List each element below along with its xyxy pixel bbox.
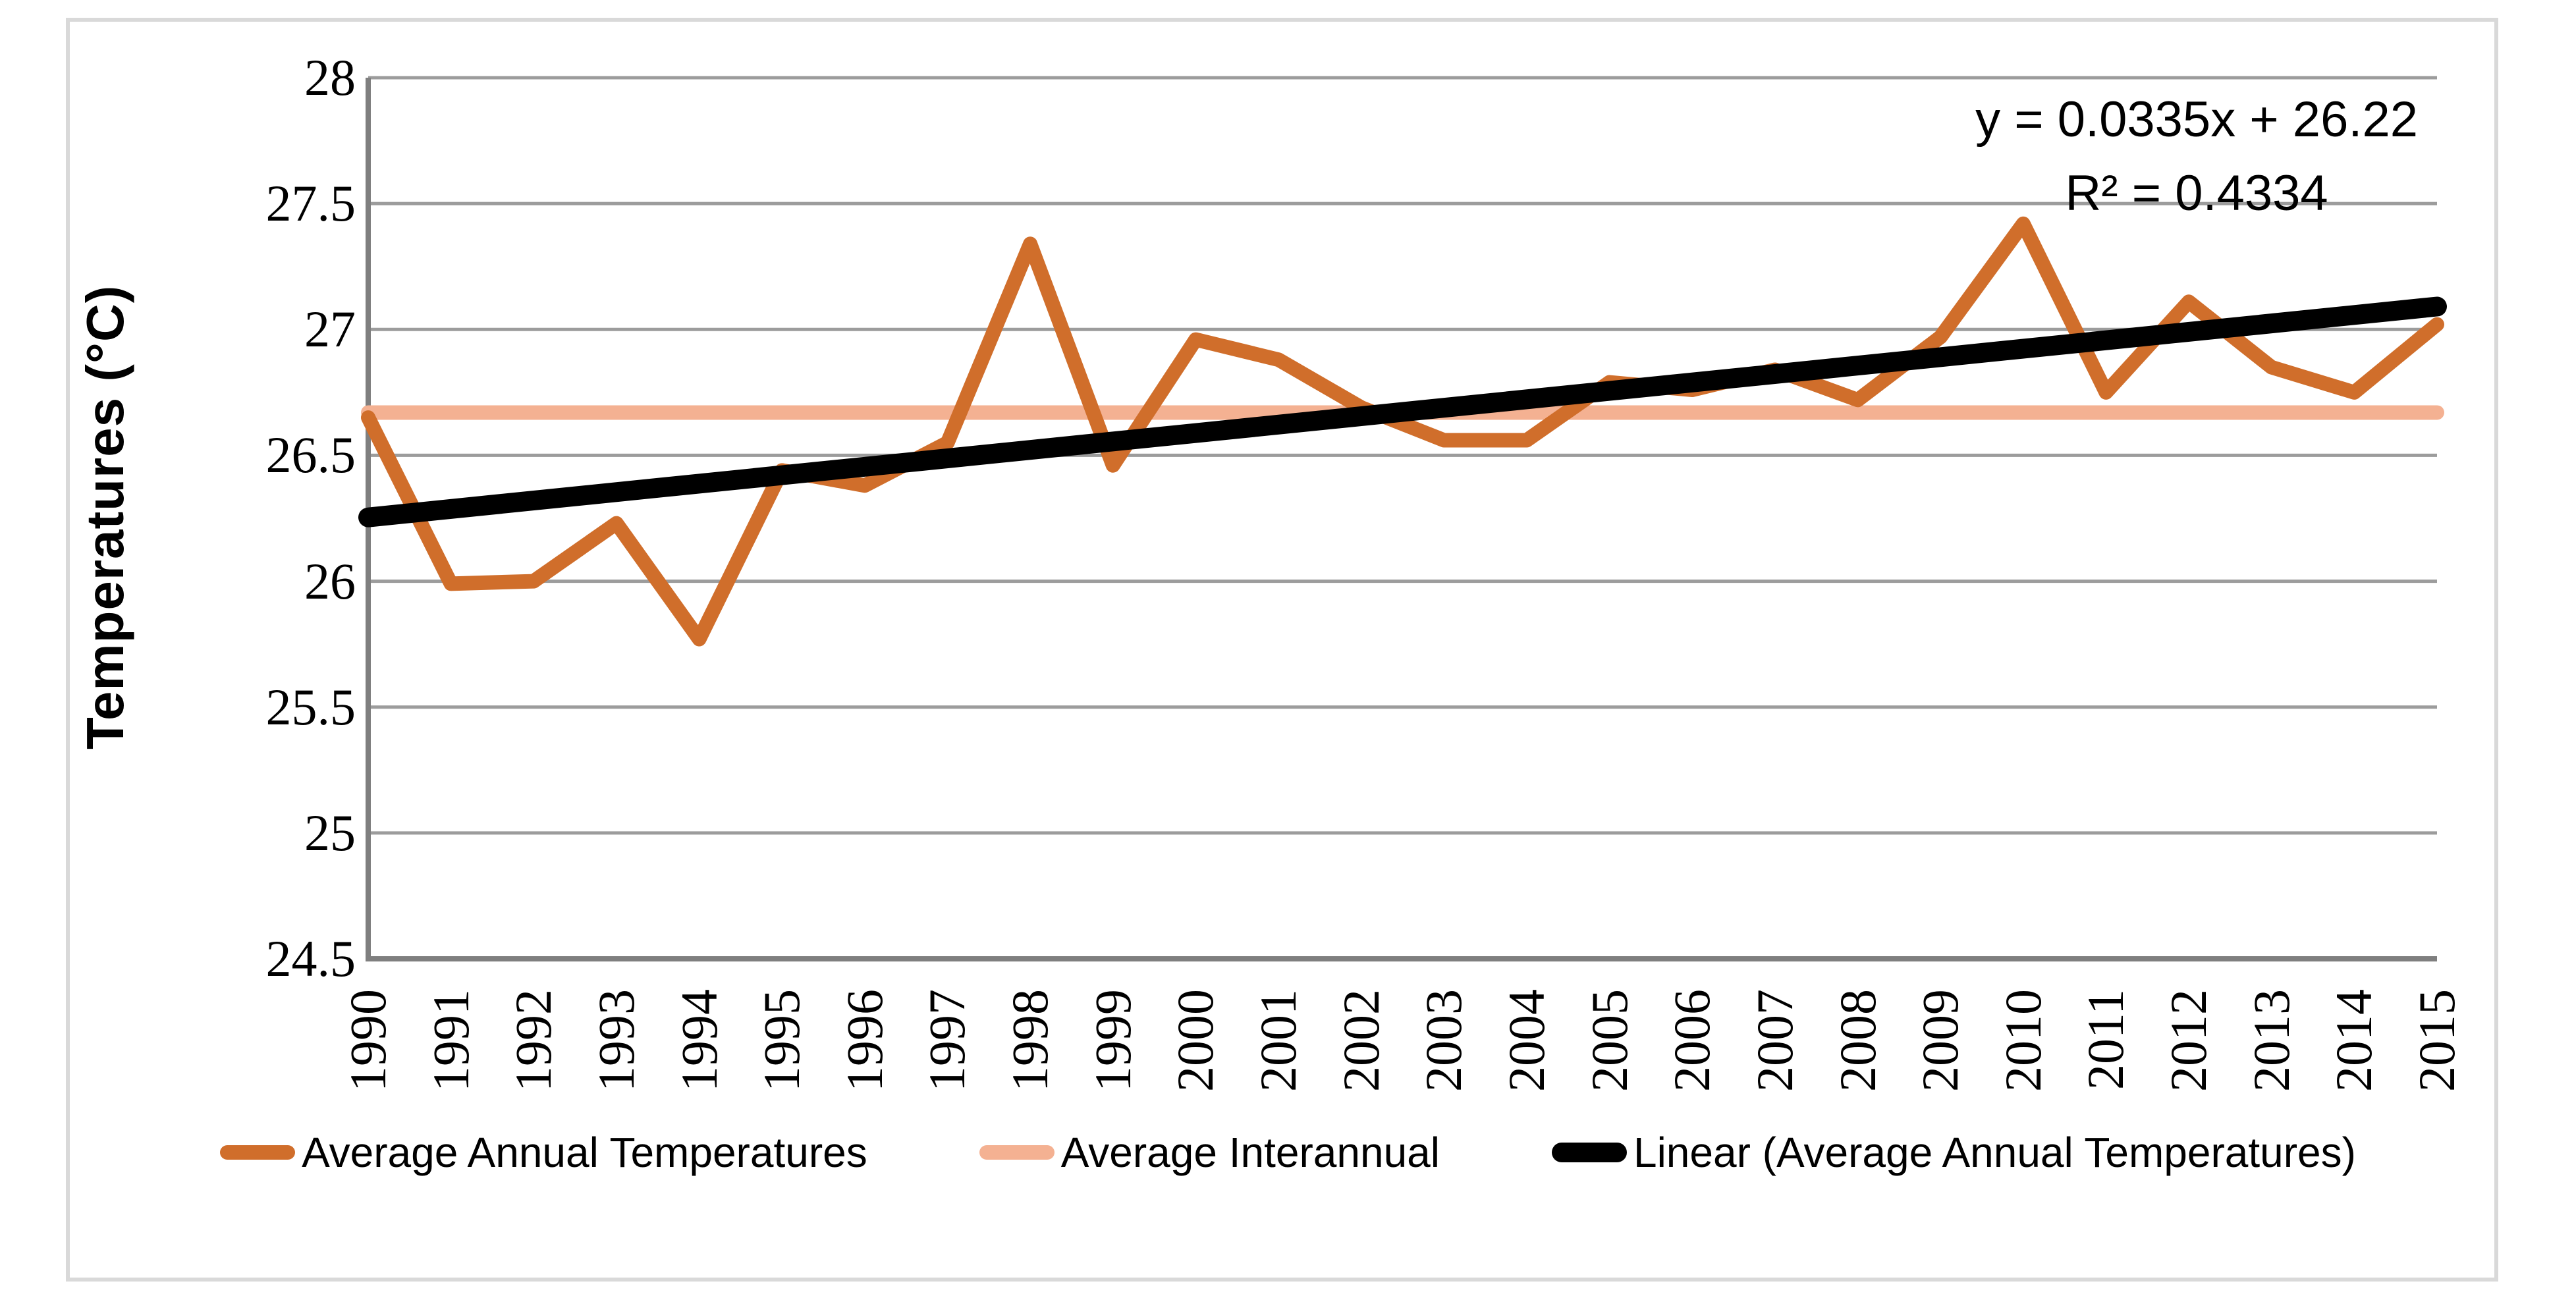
legend-swatch-average-interannual — [979, 1145, 1055, 1160]
y-tick-label: 24.5 — [265, 930, 356, 987]
x-tick-label: 2006 — [1663, 989, 1721, 1092]
x-tick-label: 1993 — [587, 989, 645, 1092]
x-tick-label: 2015 — [2408, 989, 2465, 1092]
x-tick-label: 2012 — [2160, 989, 2218, 1092]
legend-label-linear-average-annual-temperatures: Linear (Average Annual Temperatures) — [1633, 1129, 2356, 1176]
x-tick-label: 2001 — [1249, 989, 1307, 1092]
series-average-annual-temperatures — [361, 216, 2444, 647]
trendline-equation-text: y = 0.0335x + 26.22 — [1975, 92, 2418, 148]
y-axis-title: Temperatures (°C) — [76, 284, 134, 749]
x-tick-label: 2005 — [1580, 989, 1638, 1092]
y-tick-label: 28 — [304, 49, 356, 106]
x-tick-label: 1990 — [339, 989, 397, 1092]
x-tick-label: 1996 — [835, 989, 893, 1092]
x-tick-label: 2003 — [1415, 989, 1473, 1092]
legend-item-average-interannual: Average Interannual — [979, 1128, 1440, 1177]
y-tick-label: 27.5 — [265, 175, 356, 232]
x-tick-label: 1997 — [918, 989, 976, 1092]
legend-swatch-average-annual-temperatures — [220, 1145, 296, 1160]
x-tick-label: 1992 — [505, 989, 562, 1092]
x-tick-label: 1995 — [753, 989, 811, 1092]
legend-swatch-linear-average-annual-temperatures — [1551, 1143, 1627, 1162]
y-tick-label: 25.5 — [265, 678, 356, 736]
x-tick-label: 2010 — [1994, 989, 2052, 1092]
legend-item-linear-average-annual-temperatures: Linear (Average Annual Temperatures) — [1551, 1128, 2356, 1177]
y-tick-label: 26 — [304, 552, 356, 610]
r-squared-text: R² = 0.4334 — [2065, 165, 2328, 221]
chart-border — [66, 18, 2498, 1282]
y-tick-label: 27 — [304, 300, 356, 358]
x-tick-label: 2011 — [2077, 989, 2135, 1091]
x-tick-label: 2007 — [1745, 989, 1803, 1092]
legend-label-average-annual-temperatures: Average Annual Temperatures — [302, 1129, 867, 1176]
x-tick-label: 2008 — [1828, 989, 1886, 1092]
x-tick-label: 2002 — [1332, 989, 1390, 1092]
x-tick-label: 1998 — [1001, 989, 1059, 1092]
series-linear-average-annual-temperatures — [358, 296, 2447, 527]
trendline-annotation: y = 0.0335x + 26.22 R² = 0.4334 — [1975, 83, 2418, 230]
chart-legend: Average Annual Temperatures Average Inter… — [0, 1113, 2576, 1192]
x-tick-label: 2013 — [2242, 989, 2300, 1092]
x-tick-label: 1999 — [1083, 989, 1141, 1092]
y-tick-label: 25 — [304, 803, 356, 861]
x-tick-label: 1991 — [422, 989, 480, 1092]
x-tick-label: 2014 — [2325, 989, 2383, 1092]
x-tick-label: 2000 — [1166, 989, 1224, 1092]
x-tick-label: 2004 — [1497, 989, 1555, 1092]
legend-label-average-interannual: Average Interannual — [1060, 1129, 1440, 1176]
y-tick-label: 26.5 — [265, 426, 356, 484]
legend-item-average-annual-temperatures: Average Annual Temperatures — [220, 1128, 867, 1177]
x-tick-label: 2009 — [1911, 989, 1969, 1092]
x-tick-label: 1994 — [670, 989, 728, 1092]
